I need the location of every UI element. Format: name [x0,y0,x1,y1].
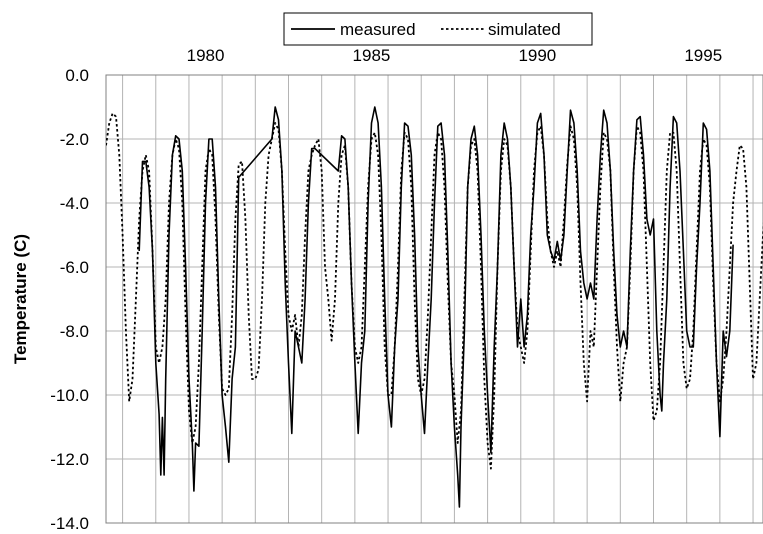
y-axis-title: Temperature (C) [11,234,30,364]
x-tick-label: 1980 [187,46,225,65]
x-tick-label: 1990 [518,46,556,65]
x-tick-label: 1995 [684,46,722,65]
y-tick-label: 0.0 [65,66,89,85]
plot-grid [106,74,763,524]
y-tick-label: -2.0 [60,130,89,149]
series-layer [106,106,763,508]
plot-area-border [105,74,763,524]
series-line-measured [138,106,734,508]
x-tick-label: 1985 [353,46,391,65]
legend-label-measured: measured [340,20,416,39]
x-axis-tick-labels: 1980 1985 1990 1995 [187,46,723,65]
series-line-simulated [106,112,763,470]
legend: measured simulated [283,12,593,46]
y-tick-label: -14.0 [50,514,89,533]
y-tick-label: -4.0 [60,194,89,213]
y-tick-label: -8.0 [60,322,89,341]
y-tick-label: -12.0 [50,450,89,469]
y-axis-tick-labels: 0.0 -2.0 -4.0 -6.0 -8.0 -10.0 -12.0 -14.0 [50,66,89,533]
y-tick-label: -10.0 [50,386,89,405]
legend-box [283,12,593,46]
y-tick-label: -6.0 [60,258,89,277]
legend-label-simulated: simulated [488,20,561,39]
